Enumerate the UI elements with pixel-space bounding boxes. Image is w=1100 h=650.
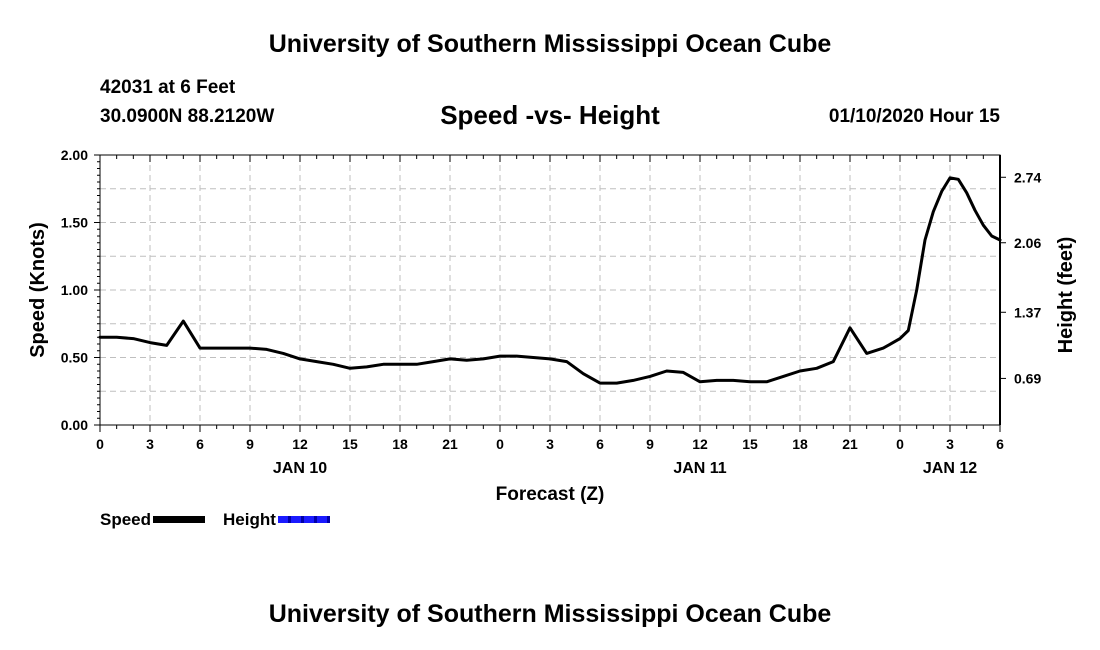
x-tick-label: 0 (896, 436, 904, 452)
x-tick-label: 3 (146, 436, 154, 452)
x-tick-label: 21 (442, 436, 458, 452)
y-tick-label: 2.00 (61, 147, 88, 163)
x-tick-label: 18 (792, 436, 808, 452)
run-time: 01/10/2020 Hour 15 (828, 106, 1000, 127)
x-tick-label: 9 (246, 436, 254, 452)
y-tick-label: 0.00 (61, 417, 88, 433)
legend-speed-swatch (153, 516, 206, 524)
y-axis-ticks: 0.00 0.50 1.00 1.50 2.00 (61, 147, 100, 433)
x-tick-label: 6 (596, 436, 604, 452)
y2-axis-label: Height (feet) (1055, 237, 1077, 354)
y-tick-label: 0.50 (61, 350, 88, 366)
x-tick-label: 3 (546, 436, 554, 452)
x-tick-label: 9 (646, 436, 654, 452)
y-tick-label: 1.00 (61, 282, 88, 298)
x-tick-label: 15 (342, 436, 358, 452)
page-title: University of Southern Mississippi Ocean… (268, 30, 832, 58)
date-label: JAN 10 (273, 460, 327, 477)
x-tick-label: 12 (692, 436, 708, 452)
y2-tick-label: 2.06 (1014, 235, 1041, 251)
date-labels: JAN 10 JAN 11 JAN 12 (273, 460, 977, 477)
grid (99, 154, 1001, 426)
x-tick-label: 6 (196, 436, 204, 452)
y2-axis-ticks: 0.69 1.37 2.06 2.74 (1000, 169, 1041, 386)
x-tick-label: 18 (392, 436, 408, 452)
x-tick-label: 6 (996, 436, 1004, 452)
station-id: 42031 at 6 Feet (100, 77, 236, 98)
y-axis-label: Speed (Knots) (27, 222, 49, 358)
legend-height-swatch (277, 516, 330, 524)
legend-speed-label: Speed (100, 509, 152, 529)
legend-height-label: Height (223, 509, 276, 529)
x-tick-label: 0 (96, 436, 104, 452)
x-tick-label: 21 (842, 436, 858, 452)
x-tick-label: 3 (946, 436, 954, 452)
x-tick-label: 15 (742, 436, 758, 452)
y2-tick-label: 0.69 (1014, 370, 1041, 386)
speed-series-line (98, 176, 1002, 385)
date-label: JAN 11 (673, 460, 726, 477)
date-label: JAN 12 (923, 460, 977, 477)
x-tick-label: 0 (496, 436, 504, 452)
x-axis-label: Forecast (Z) (496, 484, 605, 505)
footer-title: University of Southern Mississippi Ocean… (268, 600, 832, 628)
x-tick-label: 12 (292, 436, 308, 452)
chart-title: Speed -vs- Height (440, 100, 660, 130)
legend: Speed Height (100, 509, 330, 530)
station-coordinates: 30.0900N 88.2120W (100, 106, 275, 127)
y2-tick-label: 2.74 (1014, 169, 1041, 185)
x-axis-ticks: 0 3 6 9 12 15 18 21 0 3 6 9 12 15 18 21 0 3 6 (96, 155, 1004, 452)
y2-tick-label: 1.37 (1014, 304, 1041, 320)
y-tick-label: 1.50 (61, 215, 88, 231)
